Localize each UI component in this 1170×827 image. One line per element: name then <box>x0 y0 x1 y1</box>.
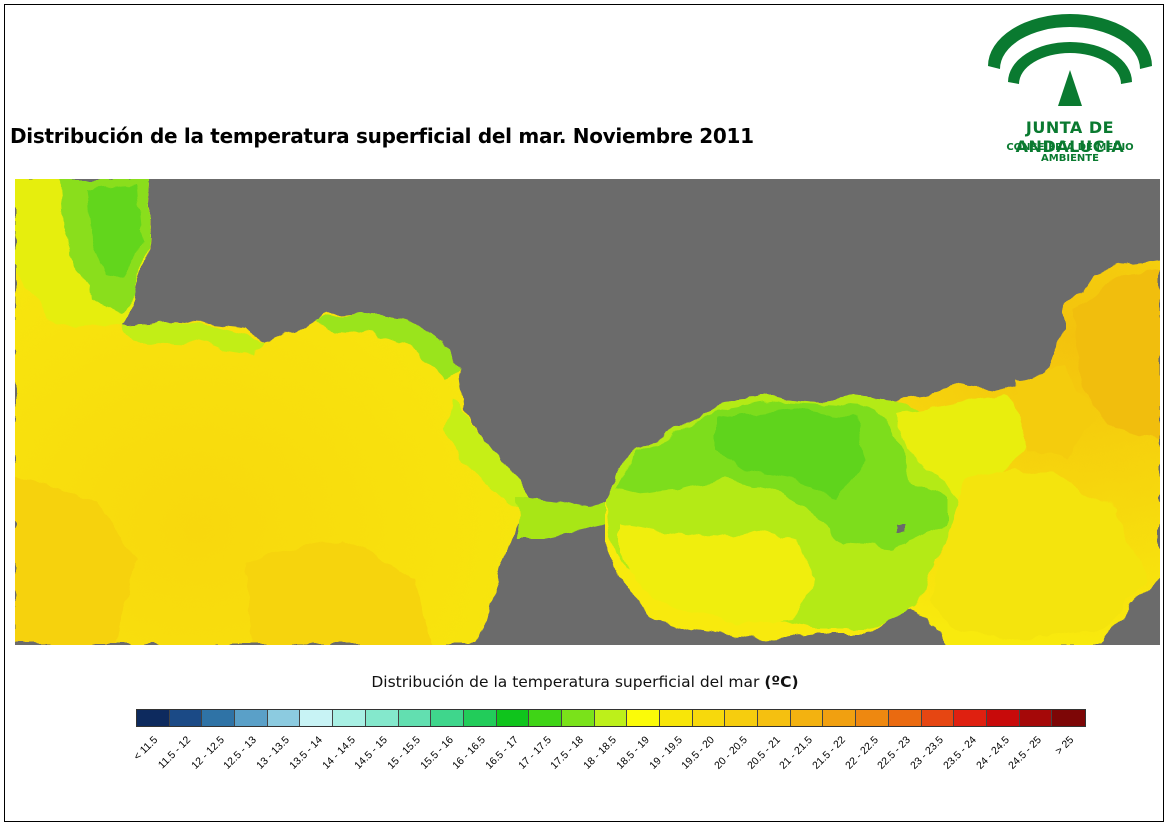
legend-swatch <box>300 710 334 726</box>
legend-tick-label: 16.5 - 17 <box>483 734 521 772</box>
legend-tick-label: 20 - 20.5 <box>712 734 750 772</box>
legend-title-text: Distribución de la temperatura superfici… <box>371 673 760 691</box>
legend-colorbar <box>136 709 1086 727</box>
legend-swatch <box>888 710 922 726</box>
legend-tick-label: 13.5 - 14 <box>286 734 325 772</box>
legend-tick-label: 20.5 - 21 <box>744 734 783 772</box>
legend-tick-label: 22 - 22.5 <box>842 734 881 772</box>
legend-swatch <box>660 710 693 726</box>
legend-swatch <box>463 710 497 726</box>
strait-of-gibraltar <box>515 497 625 539</box>
legend-unit: (ºC) <box>764 673 799 691</box>
map-raster <box>15 179 1160 645</box>
legend-swatch <box>856 710 889 726</box>
legend-tick-label: 22.5 - 23 <box>875 734 914 772</box>
legend-tick-label: 15.5 - 16 <box>417 734 456 772</box>
legend-tick-label: 15 - 15.5 <box>385 734 423 772</box>
legend-swatch <box>627 710 660 726</box>
atlantic-sea <box>15 179 535 645</box>
legend-tick-label: 23.5 - 24 <box>940 734 979 772</box>
legend-swatch <box>1019 710 1053 726</box>
legend-swatch <box>790 710 824 726</box>
legend-tick-labels: < 11.5 11.5 - 12 12 - 12.5 12.5 - 13 13 - 13… <box>132 730 1086 800</box>
legend-swatch <box>137 710 170 726</box>
legend-swatch <box>758 710 791 726</box>
legend-tick-label: 14.5 - 15 <box>352 734 391 772</box>
legend-swatch <box>365 710 399 726</box>
legend-tick-label: 19.5 - 20 <box>679 734 718 772</box>
legend-tick-label: 18.5 - 19 <box>613 734 652 772</box>
legend-swatch <box>496 710 530 726</box>
legend-swatch <box>202 710 236 726</box>
logo-emblem-icon <box>988 14 1152 106</box>
legend-swatch <box>398 710 432 726</box>
legend-tick-label: 21.5 - 22 <box>810 734 848 772</box>
legend-tick-label: 24 - 24.5 <box>973 734 1012 772</box>
legend-tick-label: 24.5 - 25 <box>1006 734 1045 772</box>
legend-swatch <box>921 710 955 726</box>
legend-swatch <box>169 710 203 726</box>
legend-tick-label: 17.5 - 18 <box>548 734 587 772</box>
junta-de-andalucia-logo: JUNTA DE ANDALUCIA CONSEJERÍA DE MEDIO A… <box>980 14 1160 164</box>
legend-swatch <box>235 710 268 726</box>
legend-tick-label: 21 - 21.5 <box>777 734 816 772</box>
legend-swatch <box>333 710 366 726</box>
legend-swatch <box>529 710 562 726</box>
legend-tick-label: 11.5 - 12 <box>155 734 194 772</box>
legend-swatch <box>725 710 759 726</box>
legend-tick-label: > 25 <box>1053 734 1077 758</box>
legend-tick-label: 17 - 17.5 <box>515 734 554 772</box>
legend-tick-label: 12.5 - 13 <box>221 734 260 772</box>
legend-tick-label: < 11.5 <box>131 734 161 763</box>
legend-tick-label: 19 - 19.5 <box>646 734 685 772</box>
sea-temperature-map <box>15 179 1160 645</box>
legend-swatch <box>561 710 595 726</box>
legend-swatch <box>823 710 857 726</box>
alboran-sea <box>605 259 1160 645</box>
legend-tick-label: 14 - 14.5 <box>319 734 358 772</box>
map-title: Distribución de la temperatura superfici… <box>10 124 754 148</box>
legend-swatch <box>692 710 726 726</box>
legend-tick-label: 16 - 16.5 <box>450 734 489 772</box>
legend-swatch <box>267 710 301 726</box>
legend-title: Distribución de la temperatura superfici… <box>0 673 1170 691</box>
legend-swatch <box>1052 710 1085 726</box>
legend-swatch <box>594 710 628 726</box>
legend-tick-label: 13 - 13.5 <box>254 734 293 772</box>
legend-swatch <box>986 710 1020 726</box>
legend-tick-label: 18 - 18.5 <box>581 734 620 772</box>
legend-tick-label: 12 - 12.5 <box>188 734 227 772</box>
logo-subtitle: CONSEJERÍA DE MEDIO AMBIENTE <box>1006 142 1134 164</box>
map-frame <box>4 4 1164 822</box>
legend-swatch <box>954 710 987 726</box>
legend-tick-label: 23 - 23.5 <box>908 734 947 772</box>
logo-name: JUNTA DE ANDALUCIA <box>1015 118 1125 156</box>
legend-swatch <box>431 710 464 726</box>
